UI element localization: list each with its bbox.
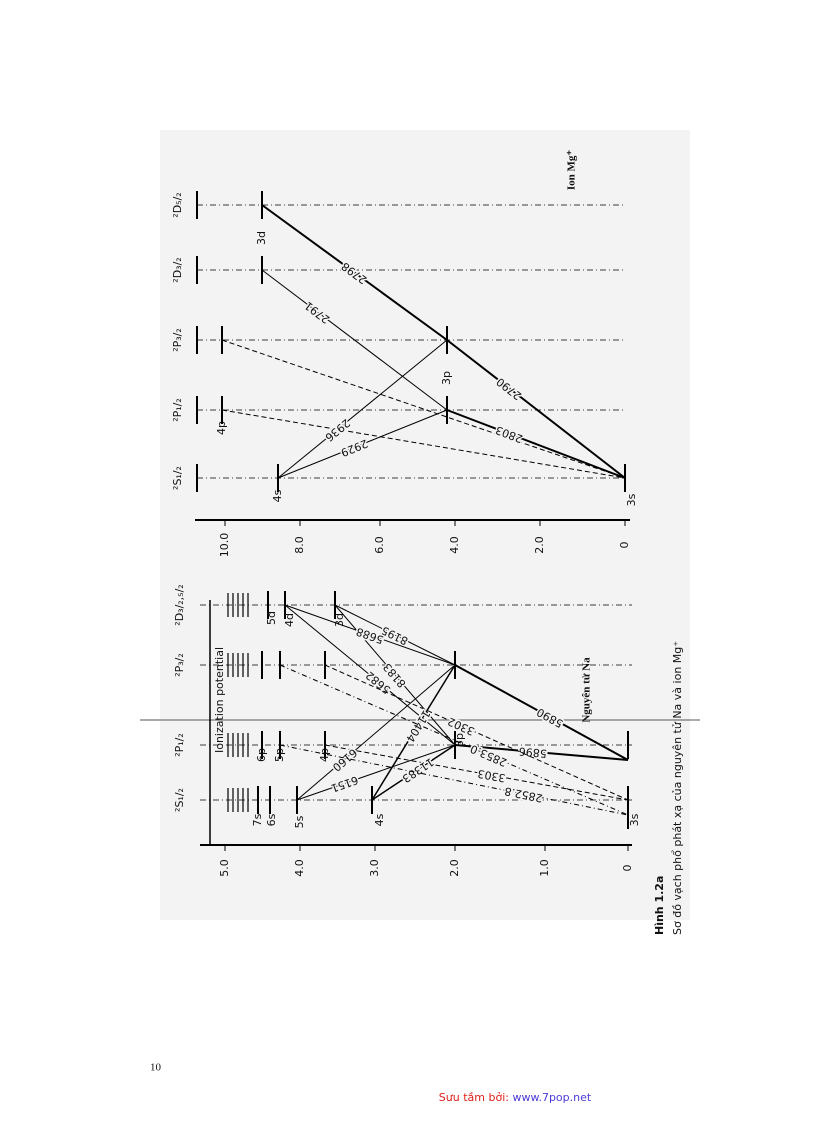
ionization-label: Ionization potential [213, 647, 226, 753]
spectral-line [371, 664, 456, 801]
term-label: 3d [255, 231, 268, 245]
term-label: 5s [293, 815, 306, 828]
caption-label: Hình 1.2a [653, 876, 666, 935]
spectral-line [277, 409, 448, 479]
spectral-line [296, 664, 456, 801]
spectral-line [296, 744, 456, 801]
term-label: 5d [265, 611, 278, 625]
spectral-line [334, 604, 456, 746]
axis-label: 5.0 [218, 859, 231, 877]
axis-label: 4.0 [293, 859, 306, 877]
spectral-line [324, 664, 629, 801]
spectral-line [261, 269, 448, 411]
term-label: 4s [373, 813, 386, 826]
spectral-line [454, 664, 629, 761]
footer: Sưu tầm bởi: www.7pop.net [439, 1091, 592, 1104]
term-label: 3s [628, 813, 641, 826]
line-label: 5896 [518, 745, 547, 760]
spectral-line [284, 604, 456, 746]
spectral-line [446, 339, 626, 479]
column-label: ²P₃/₂ [173, 653, 186, 677]
term-label: 3p [440, 371, 453, 385]
footer-prefix: Sưu tầm bởi: [439, 1091, 513, 1104]
axis-label: 0 [618, 542, 631, 549]
term-label: 4s [271, 489, 284, 502]
column-label: ²P₁/₂ [173, 733, 186, 757]
axis-label: 2.0 [448, 859, 461, 877]
axis-label: 6.0 [373, 536, 386, 554]
term-label: 5p [273, 748, 286, 762]
axis-label: 2.0 [533, 536, 546, 554]
caption-text: Sơ đồ vạch phổ phát xạ của nguyên tử Na … [671, 641, 684, 935]
term-label: 4p [318, 748, 331, 762]
axis-label: 0 [621, 865, 634, 872]
spectral-line [324, 744, 629, 801]
axis-label: 4.0 [448, 536, 461, 554]
term-label: 4d [283, 613, 296, 627]
column-label: ²D₃/₂,₅/₂ [173, 584, 186, 625]
column-label: ²D₅/₂ [171, 192, 184, 217]
spectral-line [454, 744, 629, 761]
panel-title: Ion Mg⁺ [566, 150, 578, 191]
term-label: 4p [215, 421, 228, 435]
spectral-line [279, 664, 629, 816]
column-label: ²S₁/₂ [171, 466, 184, 490]
axis-label: 10.0 [218, 533, 231, 558]
spectral-line [284, 604, 456, 666]
column-label: ²P₃/₂ [171, 328, 184, 352]
axis-label: 8.0 [293, 536, 306, 554]
spectral-line [277, 339, 448, 479]
term-label: 7s [251, 813, 264, 826]
term-label: 6p [255, 748, 268, 762]
spectral-line [261, 204, 448, 341]
column-label: ²D₃/₂ [171, 257, 184, 282]
footer-link: www.7pop.net [512, 1091, 591, 1104]
spectral-line [446, 409, 626, 479]
term-label: 3p [453, 733, 466, 747]
scan-area [160, 130, 690, 920]
axis-label: 3.0 [368, 859, 381, 877]
spectral-line [371, 744, 456, 801]
spectral-line [334, 604, 456, 666]
spectral-line [221, 409, 626, 479]
spectral-line [221, 339, 626, 479]
term-label: 3s [625, 493, 638, 506]
panel-title: Nguyên tử Na [581, 657, 593, 723]
axis-label: 1.0 [538, 859, 551, 877]
term-label: 6s [265, 813, 278, 826]
column-label: ²S₁/₂ [173, 788, 186, 812]
column-label: ²P₁/₂ [171, 398, 184, 422]
page-number: 10 [150, 1062, 162, 1074]
